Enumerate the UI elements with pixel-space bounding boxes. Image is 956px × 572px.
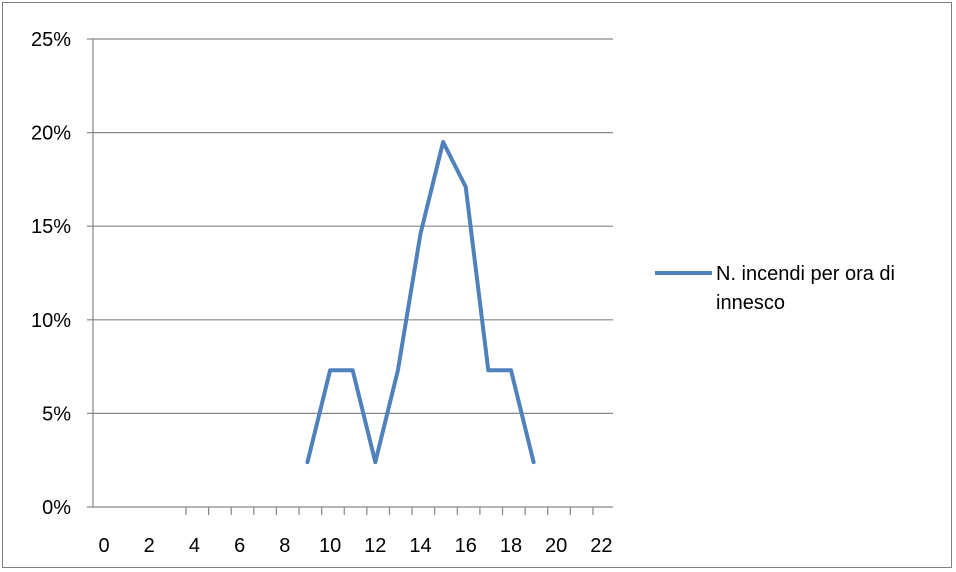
data-point xyxy=(531,460,536,464)
x-tick-label: 14 xyxy=(409,535,431,557)
y-tick-label: 20% xyxy=(31,123,71,145)
data-point xyxy=(305,460,310,464)
y-tick-label: 15% xyxy=(31,216,71,238)
data-point xyxy=(441,140,445,144)
x-tick-label: 10 xyxy=(319,535,341,557)
y-tick-label: 10% xyxy=(31,310,71,332)
data-point xyxy=(463,185,468,189)
data-point xyxy=(486,368,491,373)
x-tick-label: 4 xyxy=(189,535,200,557)
legend: N. incendi per ora di innesco xyxy=(655,263,895,314)
x-tick-label: 8 xyxy=(279,535,290,557)
series-line xyxy=(305,140,536,465)
data-point xyxy=(328,368,332,373)
x-tick-label: 0 xyxy=(98,535,109,557)
y-tick-label: 5% xyxy=(42,403,71,425)
axes xyxy=(87,38,613,515)
legend-label: innesco xyxy=(716,292,785,314)
x-tick-label: 20 xyxy=(545,535,567,557)
x-tick-label: 18 xyxy=(500,535,522,557)
y-tick-label: 25% xyxy=(31,29,71,51)
y-tick-labels: 0% 5% 10% 15% 20% 25% xyxy=(31,29,71,519)
y-tick-label: 0% xyxy=(42,497,71,519)
x-tick-label: 12 xyxy=(364,535,386,557)
x-tick-labels: 0 2 4 6 8 10 12 14 16 18 20 22 xyxy=(98,535,612,557)
x-tick-label: 2 xyxy=(144,535,155,557)
x-tick-label: 16 xyxy=(455,535,477,557)
data-point xyxy=(373,460,378,464)
legend-label: N. incendi per ora di xyxy=(716,263,895,285)
data-point xyxy=(509,368,513,373)
grid-lines xyxy=(93,38,613,414)
data-point xyxy=(418,231,423,236)
x-tick-label: 6 xyxy=(234,535,245,557)
x-tick-label: 22 xyxy=(590,535,612,557)
data-point xyxy=(396,368,400,373)
series-layer xyxy=(305,140,536,465)
data-point xyxy=(350,368,355,373)
